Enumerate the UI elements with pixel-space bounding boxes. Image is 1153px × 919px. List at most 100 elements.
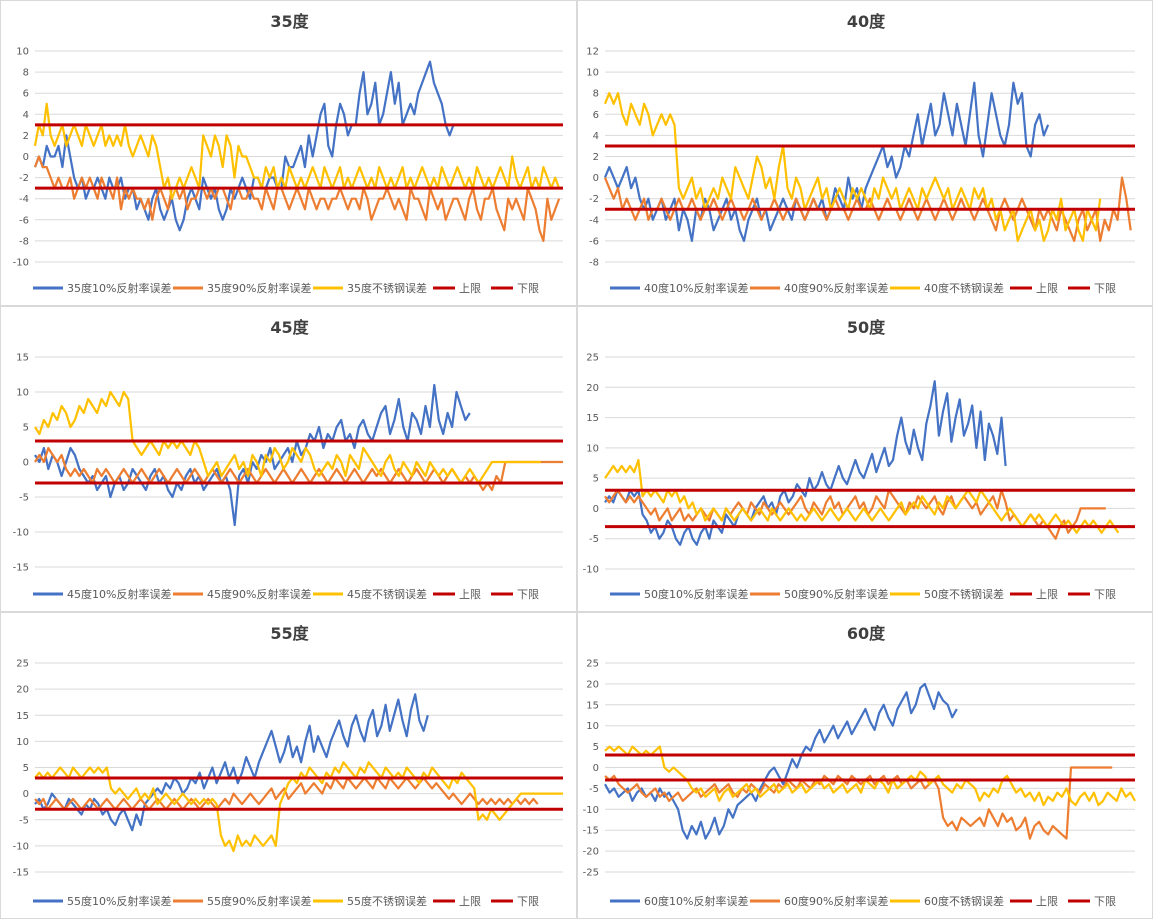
legend-label: 下限 (517, 282, 539, 295)
y-tick-label: -10 (13, 841, 29, 852)
legend-label: 上限 (459, 282, 481, 295)
chart-svg: 50度 25 20 15 10 5 0 -5 -10 50度10%反射率误差 50度90%反射率误差… (583, 318, 1135, 601)
legend-label: 60度90%反射率误差 (784, 894, 888, 908)
y-tick-label: 2 (23, 131, 29, 142)
y-tick-label: 25 (586, 659, 599, 670)
chart-svg: 55度 25 20 15 10 5 0 -5 -10 -15 55度10%反射率误差 55度90%反射… (13, 624, 563, 908)
y-tick-label: 4 (23, 110, 29, 121)
y-tick-label: 25 (586, 353, 599, 364)
y-tick-label: -2 (19, 173, 29, 184)
legend-label: 下限 (517, 588, 539, 601)
legend-label: 60度不锈钢误差 (924, 894, 1004, 908)
y-tick-label: 10 (586, 721, 599, 732)
series-line (33, 102, 561, 200)
series-line (604, 766, 1113, 840)
y-tick-label: -6 (19, 215, 29, 226)
y-tick-label: -4 (19, 194, 29, 205)
y-tick-label: -5 (589, 534, 599, 545)
y-tick-label: -6 (589, 236, 599, 247)
series-line (34, 776, 539, 811)
legend-label: 55度10%反射率误差 (67, 894, 171, 908)
series-line (604, 458, 1120, 534)
legend-label: 45度90%反射率误差 (207, 587, 311, 601)
chart-panel: 55度 25 20 15 10 5 0 -5 -10 -15 55度10%反射率误差 55度90%反射… (0, 612, 577, 919)
y-tick-label: 5 (593, 474, 599, 485)
y-tick-label: 5 (23, 423, 29, 434)
legend-label: 40度90%反射率误差 (784, 281, 888, 295)
legend-label: 上限 (1036, 895, 1058, 908)
series-line (604, 745, 1136, 807)
y-tick-label: -10 (13, 528, 29, 539)
y-tick-label: 12 (586, 47, 599, 58)
legend-label: 下限 (1094, 895, 1116, 908)
y-tick-label: 8 (23, 68, 29, 79)
y-tick-label: -8 (19, 236, 29, 247)
y-tick-label: -10 (583, 565, 599, 576)
legend-label: 下限 (517, 895, 539, 908)
legend-label: 45度10%反射率误差 (67, 587, 171, 601)
chart-title: 55度 (270, 624, 309, 643)
chart-title: 40度 (847, 12, 886, 31)
chart-svg: 35度 10 8 6 4 2 0 -2 -4 -6 -8 -10 35度10%反射率误差 35度90%反射… (13, 12, 563, 295)
y-tick-label: 10 (16, 388, 29, 399)
y-tick-label: 10 (586, 443, 599, 454)
legend-label: 50度不锈钢误差 (924, 587, 1004, 601)
y-tick-label: 10 (586, 68, 599, 79)
y-tick-label: 0 (23, 152, 29, 163)
legend-label: 60度10%反射率误差 (644, 894, 748, 908)
y-tick-label: 0 (593, 504, 599, 515)
legend-label: 35度10%反射率误差 (67, 281, 171, 295)
chart-panel: 45度 15 10 5 0 -5 -10 -15 45度10%反射率误差 45度90%反射率误差 4… (0, 306, 577, 612)
chart-svg: 60度 25 20 15 10 5 0 -5 -10 -15 -20 -25 60度10%反射率误差 60… (583, 624, 1136, 908)
legend-label: 上限 (1036, 282, 1058, 295)
series-line (33, 60, 455, 232)
chart-panel: 50度 25 20 15 10 5 0 -5 -10 50度10%反射率误差 50度90%反射率误差… (577, 306, 1153, 612)
legend-label: 35度90%反射率误差 (207, 281, 311, 295)
y-tick-label: 6 (593, 110, 599, 121)
legend-label: 40度10%反射率误差 (644, 281, 748, 295)
y-tick-label: 8 (593, 89, 599, 100)
y-tick-label: 25 (16, 659, 29, 670)
y-tick-label: -2 (589, 194, 599, 205)
y-tick-label: 15 (16, 711, 29, 722)
legend-label: 下限 (1094, 282, 1116, 295)
y-tick-label: 20 (586, 679, 599, 690)
y-tick-label: -5 (19, 493, 29, 504)
series-line (604, 682, 958, 840)
y-tick-label: -15 (13, 868, 29, 879)
y-tick-label: 5 (593, 742, 599, 753)
legend-label: 上限 (459, 895, 481, 908)
y-tick-label: 0 (593, 173, 599, 184)
chart-svg: 40度 12 10 8 6 4 2 0 -2 -4 -6 -8 40度10%反射率误差 40度90%反射率… (586, 12, 1135, 295)
y-tick-label: -4 (589, 215, 599, 226)
chart-title: 50度 (847, 318, 886, 337)
legend-label: 45度不锈钢误差 (347, 587, 427, 601)
y-tick-label: 15 (16, 353, 29, 364)
y-tick-label: -15 (583, 826, 599, 837)
y-tick-label: -15 (13, 563, 29, 574)
chart-title: 35度 (270, 12, 309, 31)
y-tick-label: 4 (593, 131, 599, 142)
legend-label: 上限 (1036, 588, 1058, 601)
chart-title: 60度 (847, 624, 886, 643)
legend-label: 上限 (459, 588, 481, 601)
legend-label: 40度不锈钢误差 (924, 281, 1004, 295)
legend-label: 50度10%反射率误差 (644, 587, 748, 601)
y-tick-label: -25 (583, 868, 599, 879)
y-tick-label: -5 (589, 784, 599, 795)
y-tick-label: 6 (23, 89, 29, 100)
y-tick-label: -10 (13, 258, 29, 269)
y-tick-label: -20 (583, 847, 599, 858)
chart-panel: 40度 12 10 8 6 4 2 0 -2 -4 -6 -8 40度10%反射率误差 40度90%反射率… (577, 0, 1153, 306)
legend-label: 55度不锈钢误差 (347, 894, 427, 908)
y-tick-label: 0 (23, 789, 29, 800)
y-tick-label: 20 (586, 383, 599, 394)
y-tick-label: 2 (593, 152, 599, 163)
y-tick-label: 15 (586, 413, 599, 424)
y-tick-label: -8 (589, 258, 599, 269)
y-tick-label: 20 (16, 685, 29, 696)
chart-title: 45度 (270, 318, 309, 337)
legend-label: 50度90%反射率误差 (784, 587, 888, 601)
legend-label: 下限 (1094, 588, 1116, 601)
